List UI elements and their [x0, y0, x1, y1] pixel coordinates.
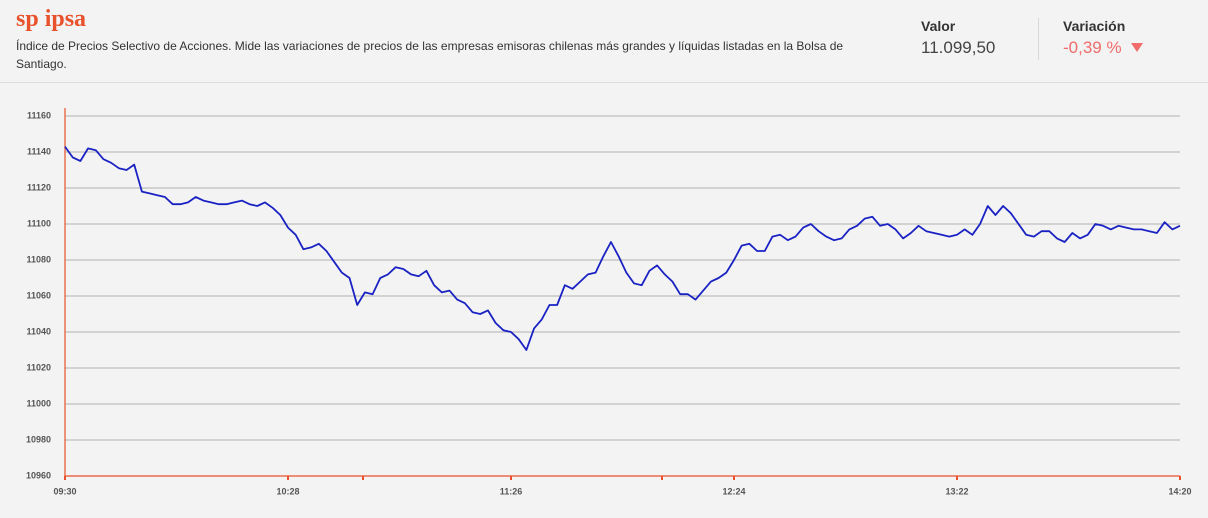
x-tick-label: 09:30	[53, 486, 76, 496]
y-tick-label: 11120	[27, 182, 51, 192]
x-tick-label: 12:24	[722, 486, 745, 496]
description: Índice de Precios Selectivo de Acciones.…	[16, 39, 844, 71]
stat-value: 11.099,50	[921, 38, 996, 57]
y-tick-label: 10960	[26, 470, 51, 480]
x-tick-label: 13:22	[945, 486, 968, 496]
y-tick-label: 10980	[26, 434, 51, 444]
y-tick-label: 11100	[27, 218, 51, 228]
title: sp ipsa	[16, 6, 87, 32]
header: sp ipsa Índice de Precios Selectivo de A…	[0, 0, 1208, 83]
y-tick-label: 11140	[27, 146, 51, 156]
y-tick-label: 11040	[26, 326, 51, 336]
stat: Valor 11.099,50	[921, 18, 995, 58]
y-tick-label: 11080	[26, 254, 51, 264]
stat-value: -0,39 %	[1063, 38, 1122, 57]
divider	[1038, 18, 1039, 60]
y-tick-label: 11060	[26, 290, 51, 300]
y-tick-label: 11020	[26, 362, 51, 372]
stat: Variación -0,39 %	[1063, 18, 1144, 58]
y-tick-label: 11160	[27, 110, 51, 120]
chart: 10960 10980 11000 11020 11040 11060 11080 11100…	[26, 108, 1192, 496]
stat-label: Variación	[1063, 18, 1126, 34]
x-tick-label: 14:20	[1168, 486, 1191, 496]
x-tick-label: 10:28	[276, 486, 299, 496]
x-tick-label: 11:26	[500, 486, 523, 496]
y-tick-label: 11000	[26, 398, 51, 408]
down-arrow-icon	[1131, 43, 1144, 52]
price-line	[64, 146, 1181, 351]
stat-label: Valor	[921, 18, 956, 34]
